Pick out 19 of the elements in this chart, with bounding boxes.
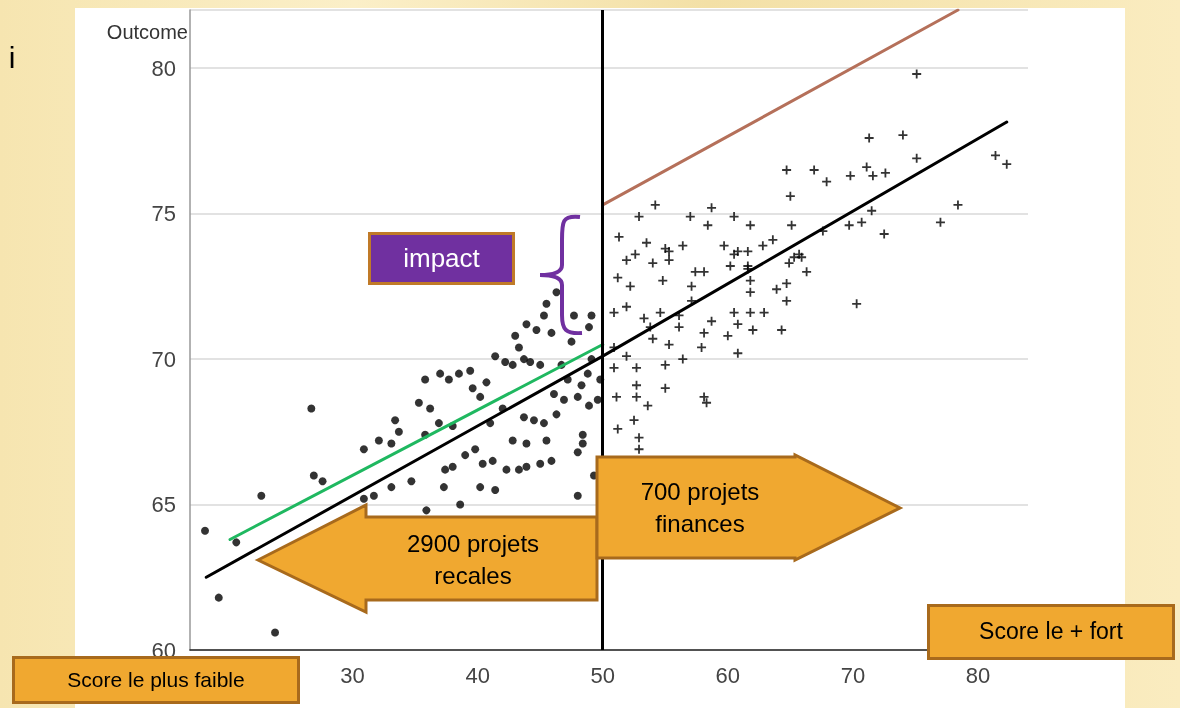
x-tick-label: 40 [465,662,490,688]
annotation: impact [403,241,480,275]
y-axis-title: Outcome [106,21,188,43]
text: i [8,39,16,76]
text-box: Score le plus faible [12,656,300,704]
y-tick-label: 80 [151,55,176,81]
x-tick-label: 30 [340,662,365,688]
y-tick-label: 70 [151,346,176,372]
annotation: Score le + fort [979,617,1123,647]
annotation: 2900 projets recales [405,528,541,591]
y-tick-label: 75 [151,201,176,227]
annotation: 700 projets finances [639,476,761,539]
x-tick-label: 80 [965,662,991,688]
x-tick-label: 50 [590,662,615,688]
y-tick-label: 65 [151,492,176,518]
text-box: Score le + fort [927,604,1175,660]
x-tick-label: 70 [840,662,866,688]
x-tick-label: 60 [715,662,741,688]
text-box: impact [368,232,515,285]
